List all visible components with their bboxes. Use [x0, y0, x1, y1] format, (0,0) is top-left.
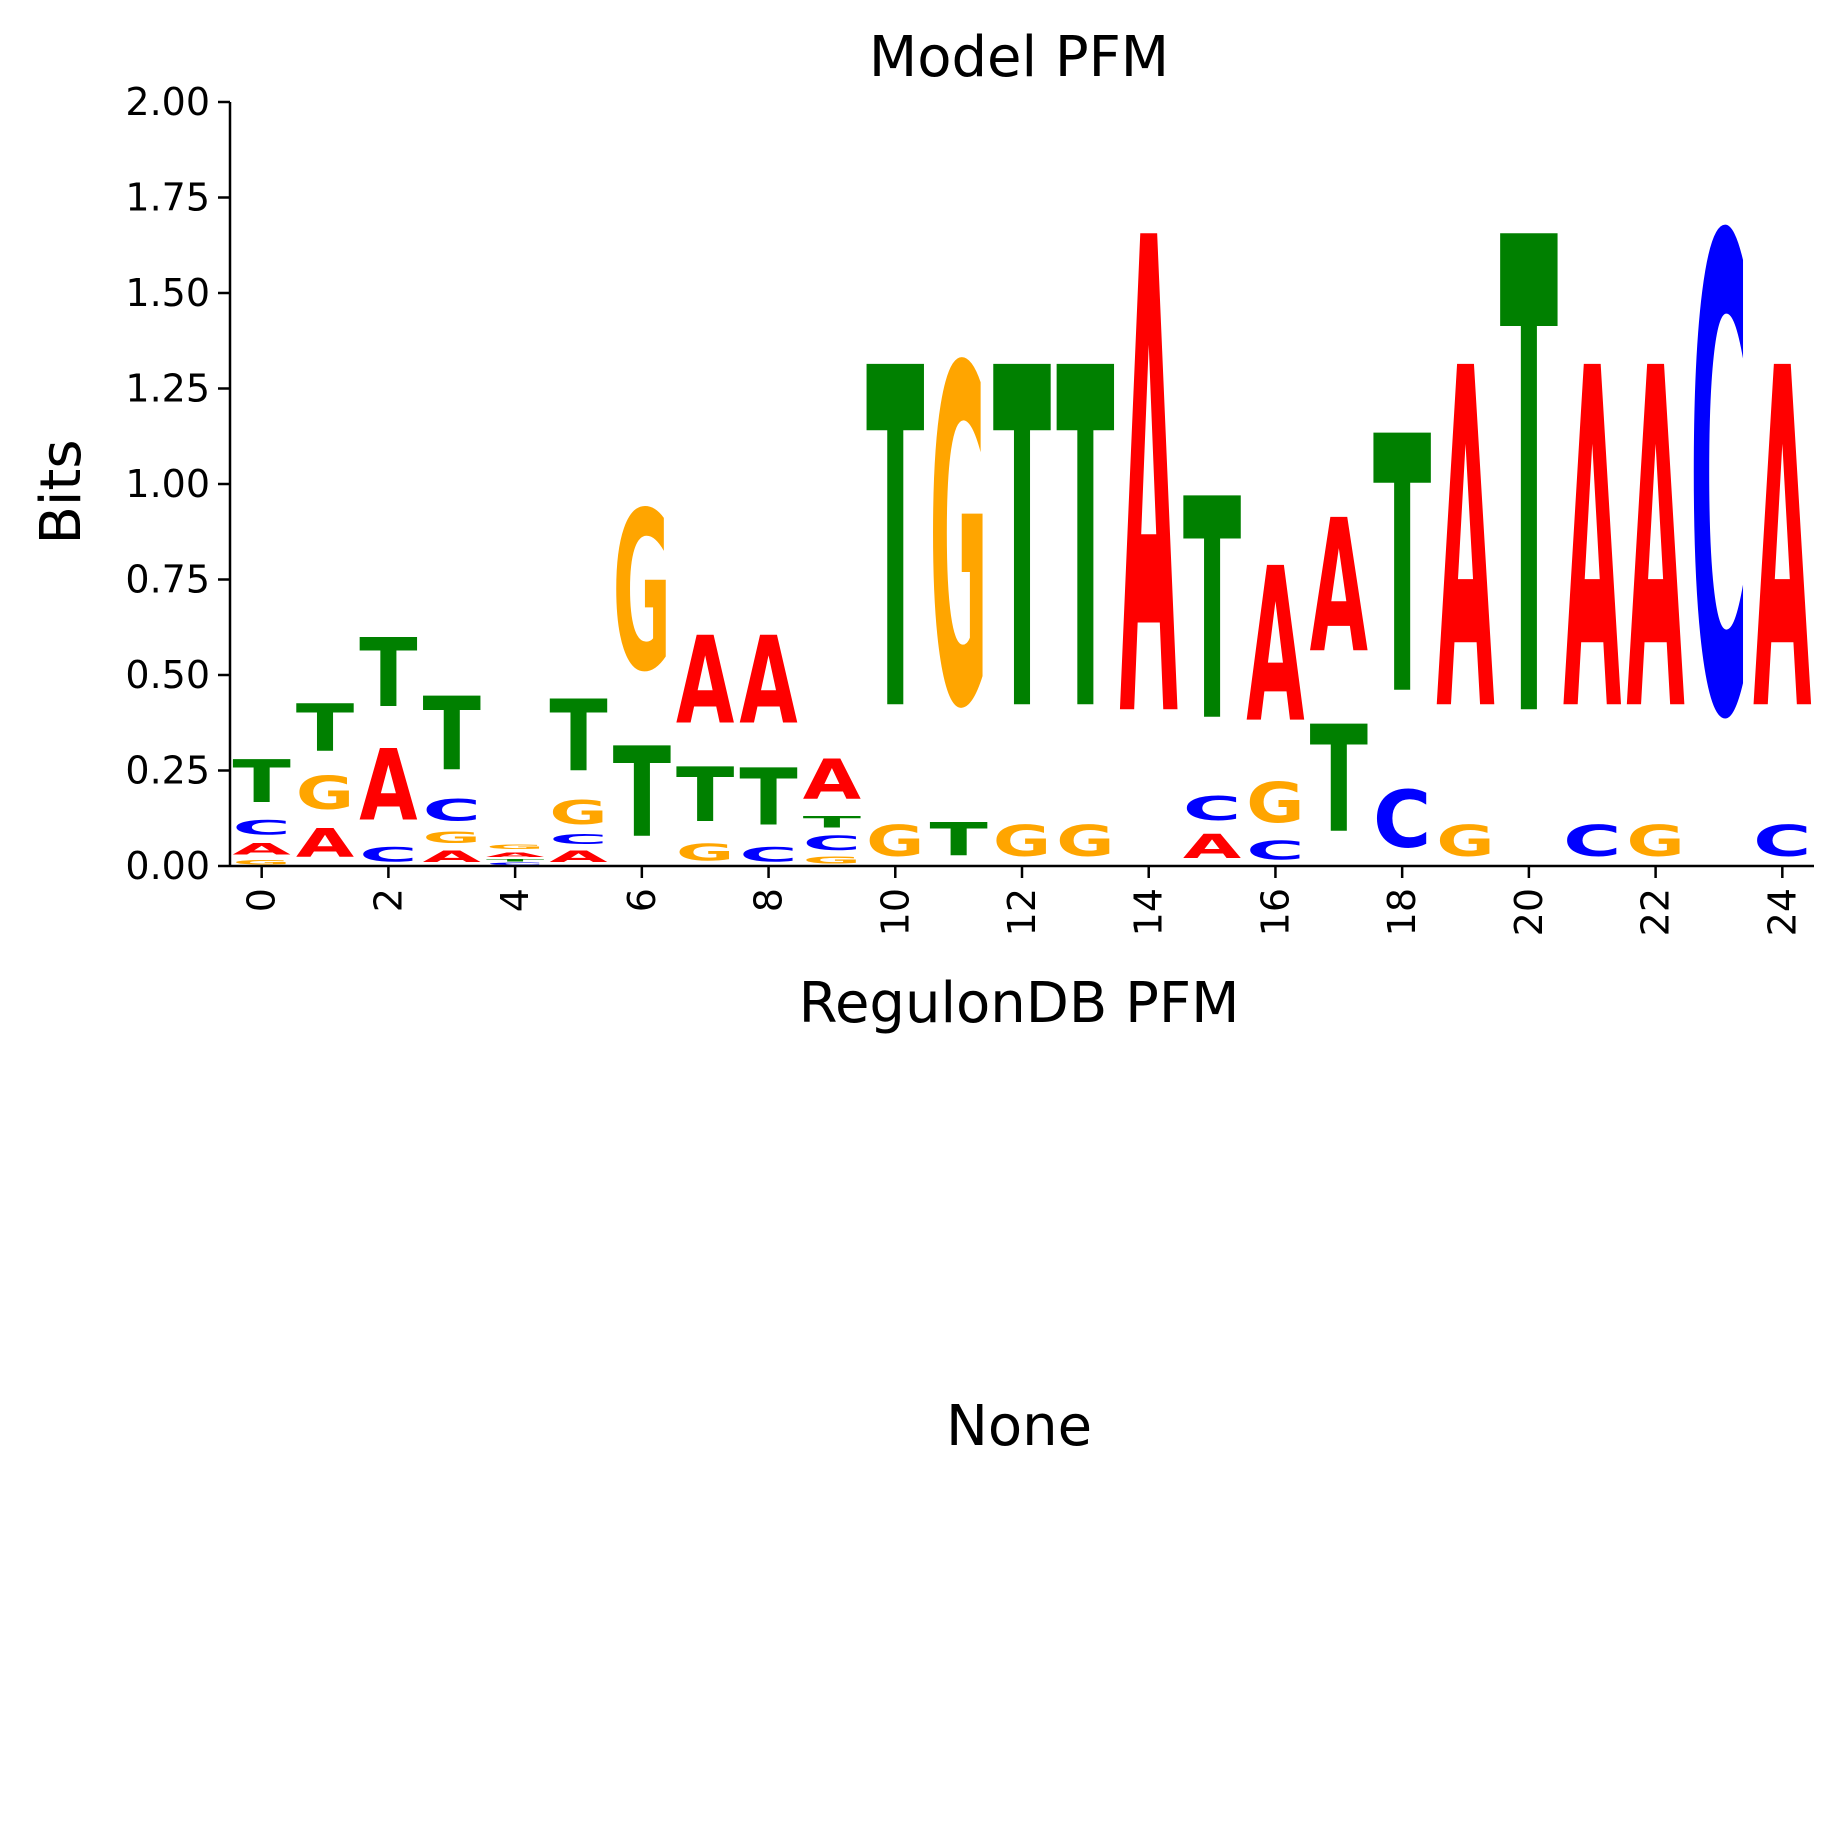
logo-letter-G: G — [803, 855, 861, 866]
x-tick-label: 8 — [747, 888, 791, 912]
logo-letter-G: G — [1056, 817, 1114, 866]
logo-letter-C: C — [1753, 817, 1811, 866]
logo-letter-A: A — [296, 821, 355, 867]
logo-letter-A: A — [549, 847, 607, 866]
logo-letter-T: T — [423, 676, 481, 794]
logo-letter-T: T — [549, 679, 608, 793]
logo-letter-A: A — [1563, 271, 1622, 814]
y-tick-label: 0.00 — [125, 844, 210, 888]
logo-letter-C: C — [803, 832, 861, 855]
logo-letter-G: G — [613, 467, 671, 721]
logo-letter-T: T — [1183, 435, 1241, 789]
logo-letter-G: G — [423, 828, 481, 847]
x-tick-label: 10 — [873, 888, 917, 936]
chart-title: Model PFM — [869, 25, 1169, 90]
y-tick-label: 1.25 — [125, 367, 210, 411]
logo-letter-A: A — [423, 847, 481, 866]
logo-letter-T: T — [1373, 363, 1432, 774]
logo-letter-C: C — [739, 843, 797, 866]
logo-letter-G: G — [296, 768, 354, 821]
logo-letter-G: G — [549, 794, 607, 832]
y-tick-label: 0.50 — [125, 653, 210, 697]
x-tick-label: 6 — [620, 888, 664, 912]
logo-letter-A: A — [1436, 271, 1495, 814]
logo-letter-A: A — [676, 611, 734, 751]
logo-letter-T: T — [993, 272, 1052, 816]
logo-letter-G: G — [1436, 817, 1494, 866]
logo-letter-T: T — [803, 813, 861, 832]
logo-letter-C: C — [486, 862, 544, 866]
logo-letter-C: C — [423, 794, 481, 828]
x-tick-label: 14 — [1127, 888, 1171, 936]
logo-letter-A: A — [1310, 480, 1368, 693]
logo-letter-A: A — [803, 748, 861, 813]
logo-letter-A: A — [1626, 271, 1685, 814]
logo-letter-T: T — [866, 272, 925, 816]
logo-letter-C: C — [233, 816, 291, 839]
logo-letter-T: T — [296, 690, 354, 766]
logo-letter-G: G — [233, 858, 291, 866]
logo-letter-C: C — [1563, 817, 1621, 866]
logo-letter-C: C — [359, 843, 417, 866]
logo-letter-T: T — [613, 722, 672, 866]
logo-letter-A: A — [1246, 522, 1304, 770]
logo-letter-G: G — [676, 840, 734, 866]
logo-letter-A: A — [1120, 104, 1179, 864]
logo-letter-G: G — [993, 817, 1051, 866]
y-tick-label: 1.75 — [125, 176, 210, 220]
logo-letter-G: G — [866, 817, 924, 866]
logo-letter-T: T — [486, 858, 544, 862]
logo-letter-C: C — [1183, 790, 1241, 828]
logo-letter-C: C — [549, 832, 607, 847]
x-axis: 0 2 4 6 8 10 12 14 16 18 20 22 24 — [230, 864, 1814, 936]
logo-letter-T: T — [233, 749, 291, 817]
x-tick-label: 20 — [1507, 888, 1551, 936]
logo-letter-A: A — [486, 851, 545, 859]
y-tick-label: 1.50 — [125, 271, 210, 315]
x-tick-label: 16 — [1253, 888, 1297, 936]
logo-letter-G: G — [929, 272, 987, 812]
logo-letter-A: A — [739, 611, 797, 751]
logo-letter-T: T — [359, 619, 418, 729]
y-axis-label: Bits — [29, 439, 94, 544]
x-tick-label: 22 — [1634, 888, 1678, 936]
logo-letter-G: G — [486, 843, 544, 851]
logo-letter-T: T — [1056, 272, 1115, 816]
logo-letter-T: T — [929, 813, 988, 866]
empty-panel-title: None — [946, 1394, 1092, 1459]
logo-letter-G: G — [1626, 817, 1684, 866]
logo-letter-T: T — [739, 753, 797, 844]
x-tick-label: 2 — [366, 888, 410, 912]
logo-letter-A: A — [1183, 828, 1241, 866]
x-tick-label: 0 — [240, 888, 284, 912]
logo-letter-A: A — [233, 839, 291, 858]
x-tick-label: 12 — [1000, 888, 1044, 936]
logo-letter-C: C — [1246, 835, 1304, 865]
y-tick-label: 0.25 — [125, 749, 210, 793]
logo-letter-G: G — [1246, 772, 1304, 836]
y-tick-label: 1.00 — [125, 462, 210, 506]
logo-letter-C: C — [1373, 775, 1431, 866]
y-axis: 0.00 0.25 0.50 0.75 1.00 1.25 1.50 1.75 2.00 — [125, 80, 232, 888]
x-axis-label: RegulonDB PFM — [799, 971, 1240, 1036]
x-tick-label: 4 — [493, 888, 537, 912]
logo-letter-T: T — [676, 751, 734, 839]
y-tick-label: 2.00 — [125, 80, 210, 124]
x-tick-label: 24 — [1760, 888, 1804, 936]
logo-letter-C: C — [1690, 103, 1748, 864]
y-tick-label: 0.75 — [125, 558, 210, 602]
logo-letter-T: T — [1310, 695, 1368, 866]
x-tick-label: 18 — [1380, 888, 1424, 936]
logo-letter-A: A — [1753, 271, 1812, 814]
logo-letter-T: T — [1500, 104, 1559, 864]
logo-letter-A: A — [359, 729, 418, 843]
